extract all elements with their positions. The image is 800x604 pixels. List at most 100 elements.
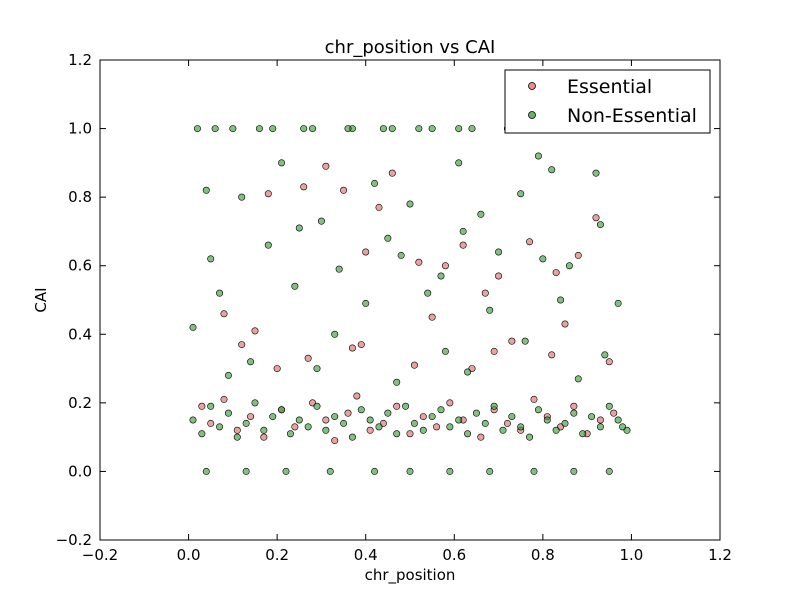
data-point bbox=[455, 416, 463, 424]
data-point bbox=[428, 413, 436, 421]
data-point bbox=[300, 183, 308, 191]
y-tick-label: 0.8 bbox=[68, 188, 92, 206]
data-point bbox=[428, 125, 436, 133]
data-point bbox=[384, 409, 392, 417]
data-point bbox=[286, 430, 294, 438]
legend-box bbox=[504, 69, 711, 134]
data-point bbox=[291, 423, 299, 431]
legend-marker-essential bbox=[528, 82, 536, 90]
data-point bbox=[495, 272, 503, 280]
data-point bbox=[344, 409, 352, 417]
data-point bbox=[574, 251, 582, 259]
data-point bbox=[410, 419, 418, 427]
data-point bbox=[486, 306, 494, 314]
data-point bbox=[224, 371, 232, 379]
data-point bbox=[335, 265, 343, 273]
data-point bbox=[472, 409, 480, 417]
data-point bbox=[437, 272, 445, 280]
y-tick-label: 0.6 bbox=[68, 257, 92, 275]
plot-frame bbox=[99, 59, 721, 541]
data-point bbox=[260, 433, 268, 441]
data-point bbox=[521, 337, 529, 345]
x-tick-label: 0.6 bbox=[442, 546, 466, 564]
data-point bbox=[446, 467, 454, 475]
data-point bbox=[446, 399, 454, 407]
x-tick-label: 0.0 bbox=[177, 546, 201, 564]
data-point bbox=[282, 467, 290, 475]
data-point bbox=[499, 426, 507, 434]
data-point bbox=[273, 365, 281, 373]
data-point bbox=[574, 375, 582, 383]
data-point bbox=[300, 125, 308, 133]
y-tick-label: 1.2 bbox=[68, 51, 92, 69]
legend-label-essential: Essential bbox=[567, 76, 652, 98]
data-point bbox=[610, 409, 618, 417]
data-point bbox=[207, 255, 215, 263]
data-point bbox=[393, 430, 401, 438]
data-point bbox=[189, 323, 197, 331]
data-point bbox=[402, 402, 410, 410]
data-point bbox=[278, 406, 286, 414]
data-point bbox=[353, 392, 361, 400]
data-point bbox=[530, 395, 538, 403]
data-point bbox=[419, 426, 427, 434]
x-tick-label: 0.2 bbox=[265, 546, 289, 564]
data-point bbox=[517, 423, 525, 431]
data-point bbox=[366, 416, 374, 424]
data-point bbox=[605, 467, 613, 475]
data-point bbox=[601, 351, 609, 359]
data-point bbox=[464, 430, 472, 438]
data-point bbox=[211, 125, 219, 133]
x-tick-label: −0.2 bbox=[82, 546, 118, 564]
data-point bbox=[481, 289, 489, 297]
y-tick-label: 0.2 bbox=[68, 394, 92, 412]
data-point bbox=[570, 402, 578, 410]
data-point bbox=[441, 347, 449, 355]
data-point bbox=[534, 152, 542, 160]
x-tick-label: 1.2 bbox=[708, 546, 732, 564]
data-point bbox=[539, 255, 547, 263]
data-point bbox=[548, 166, 556, 174]
data-point bbox=[455, 125, 463, 133]
data-point bbox=[588, 413, 596, 421]
data-point bbox=[561, 419, 569, 427]
data-point bbox=[304, 423, 312, 431]
data-point bbox=[207, 402, 215, 410]
data-point bbox=[331, 413, 339, 421]
y-tick-label: 0.4 bbox=[68, 325, 92, 343]
chart-title: chr_position vs CAI bbox=[325, 37, 496, 58]
data-point bbox=[326, 467, 334, 475]
data-point bbox=[517, 190, 525, 198]
data-point bbox=[410, 361, 418, 369]
data-point bbox=[193, 125, 201, 133]
data-point bbox=[247, 413, 255, 421]
data-point bbox=[366, 426, 374, 434]
data-point bbox=[406, 430, 414, 438]
data-point bbox=[322, 162, 330, 170]
data-point bbox=[291, 282, 299, 290]
data-point bbox=[441, 262, 449, 270]
data-point bbox=[322, 426, 330, 434]
data-point bbox=[189, 416, 197, 424]
data-point bbox=[526, 238, 534, 246]
legend: Essential Non-Essential bbox=[504, 69, 711, 134]
data-point bbox=[207, 419, 215, 427]
data-point bbox=[534, 406, 542, 414]
data-point bbox=[340, 186, 348, 194]
data-point bbox=[570, 467, 578, 475]
data-point bbox=[278, 159, 286, 167]
x-tick-label: 0.4 bbox=[354, 546, 378, 564]
data-point bbox=[309, 125, 317, 133]
data-point bbox=[596, 221, 604, 229]
data-point bbox=[415, 258, 423, 266]
data-point bbox=[295, 416, 303, 424]
data-point bbox=[313, 402, 321, 410]
x-tick-label: 1.0 bbox=[619, 546, 643, 564]
data-point bbox=[419, 413, 427, 421]
data-point bbox=[548, 351, 556, 359]
data-point bbox=[526, 433, 534, 441]
data-point bbox=[362, 299, 370, 307]
data-point bbox=[313, 365, 321, 373]
